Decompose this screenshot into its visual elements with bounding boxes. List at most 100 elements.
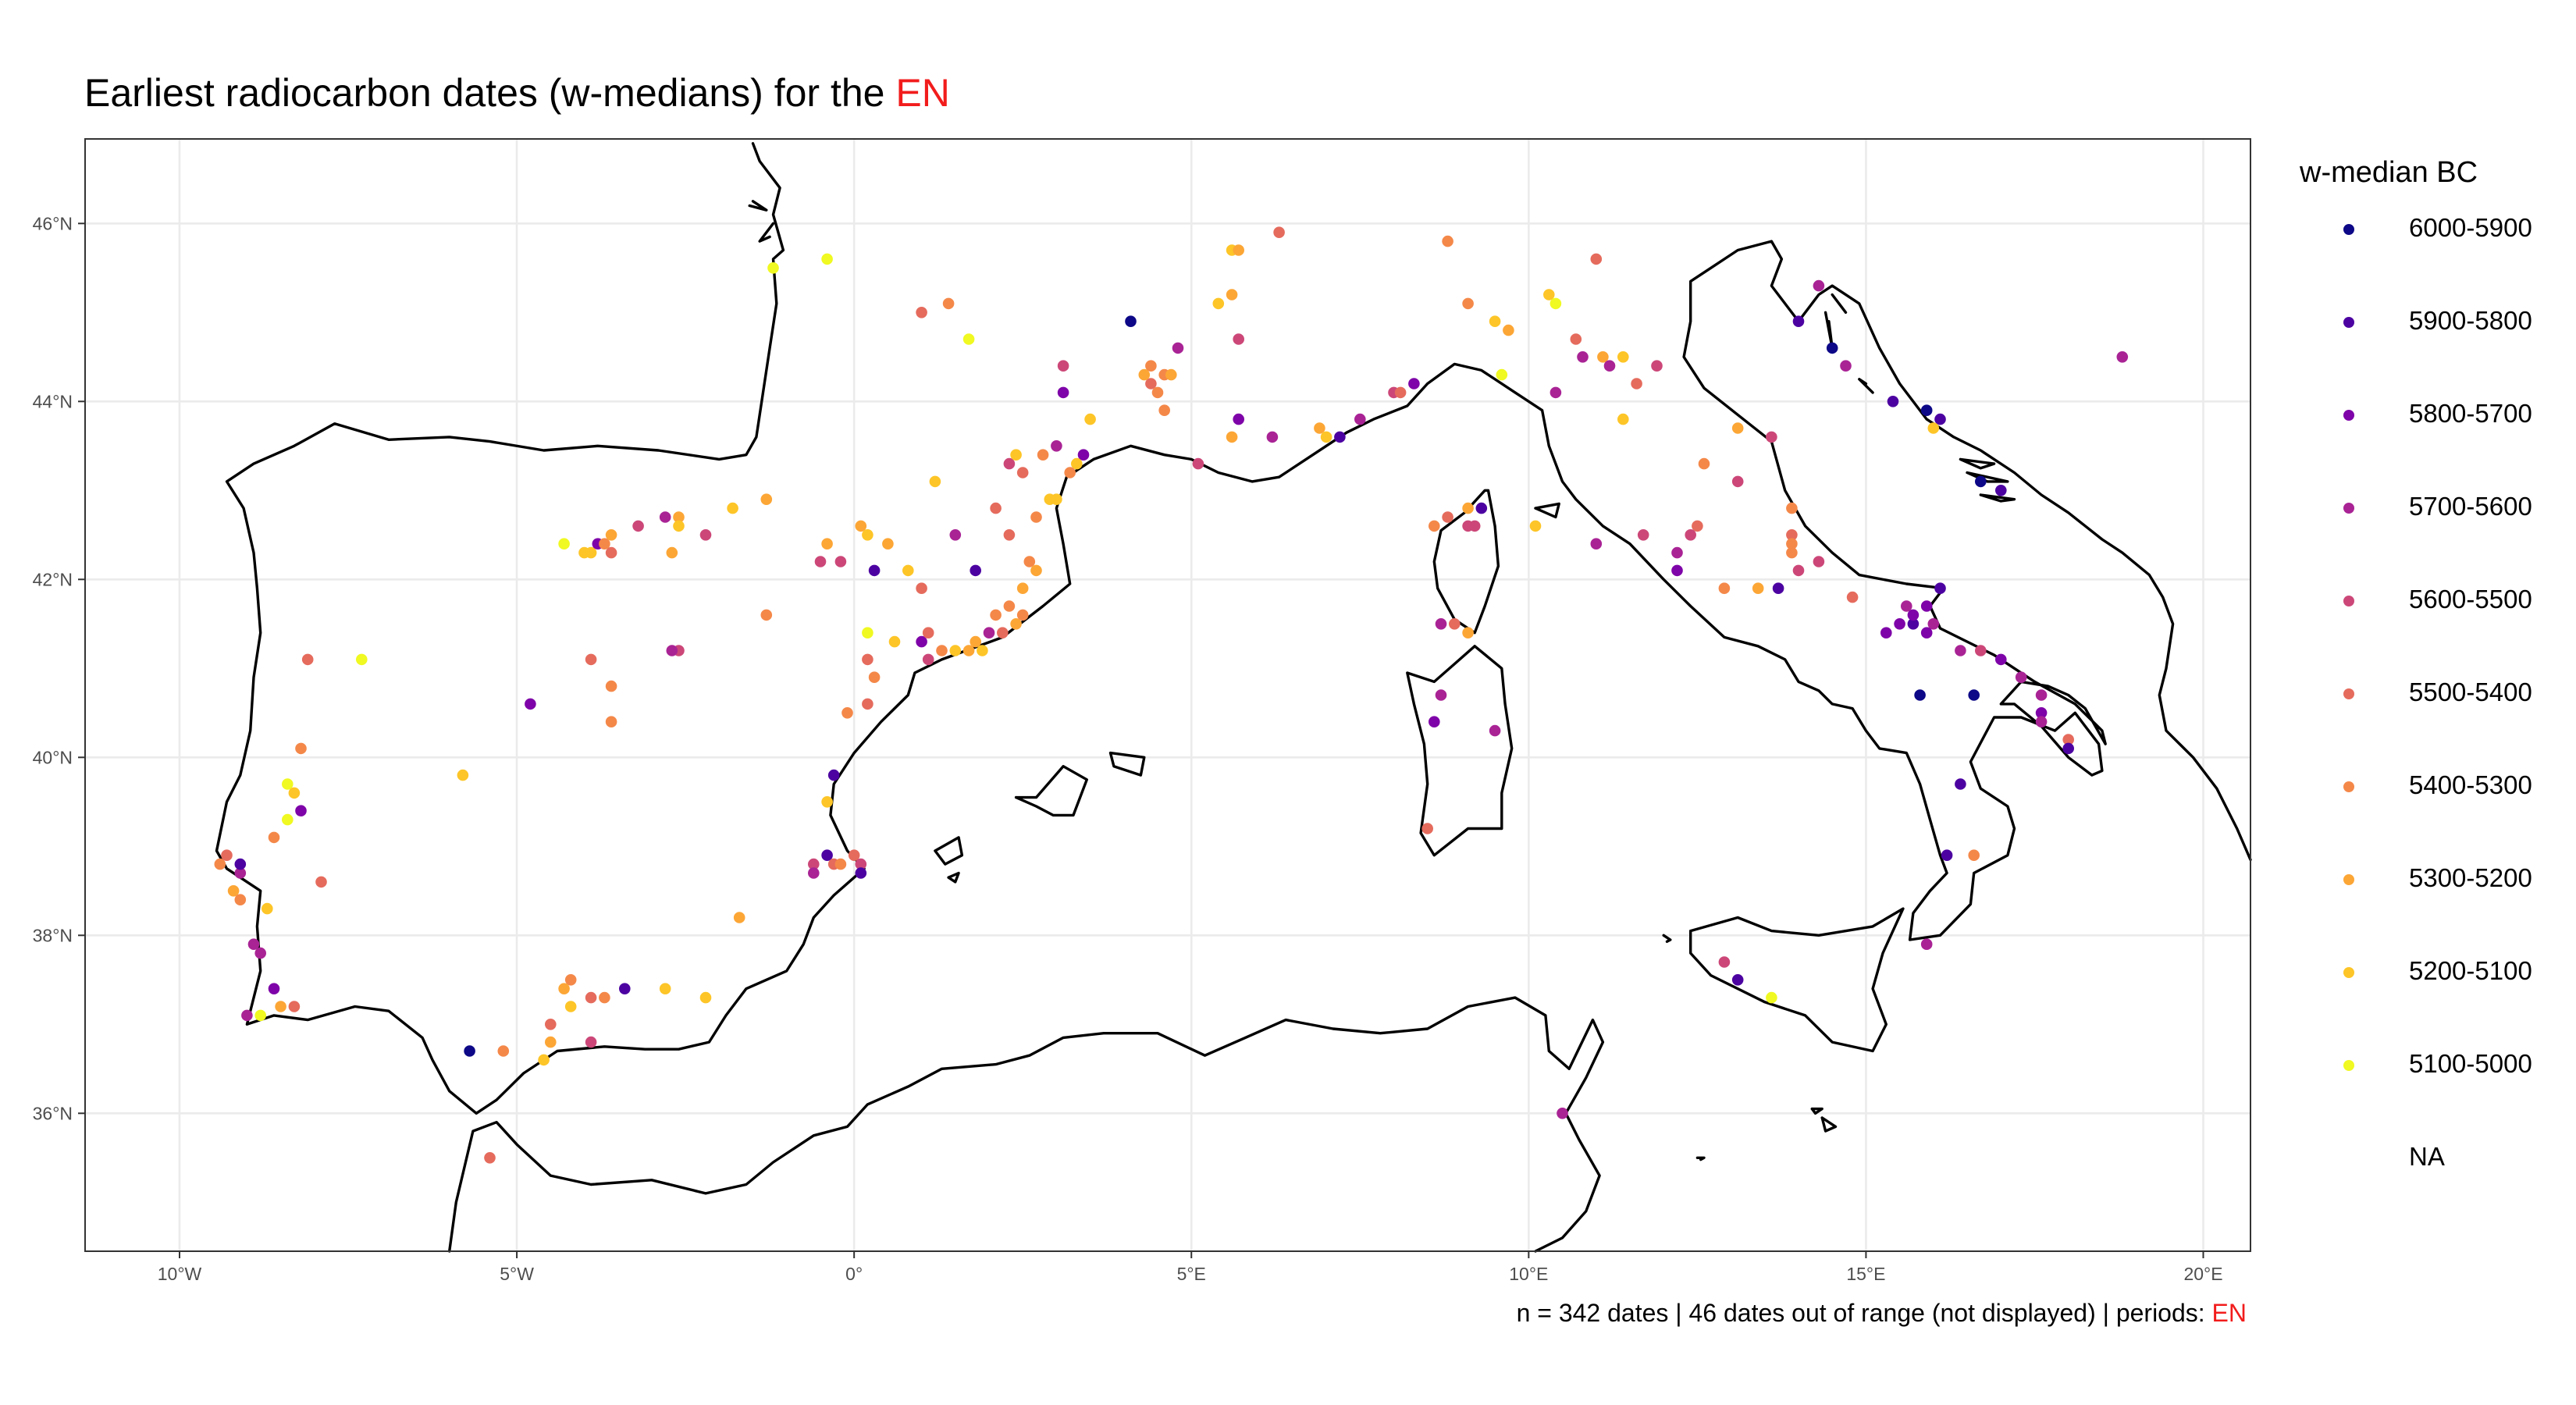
date-point [1503,324,1514,336]
date-point [282,813,294,826]
coast-malta [1820,1116,1838,1133]
date-point [605,680,617,692]
date-point [457,769,469,781]
date-point [268,983,280,994]
date-point [1010,618,1022,630]
date-point [1084,413,1096,425]
y-axis: 36°N 38°N 40°N 42°N 44°N 46°N [33,213,85,1123]
panel-border [84,138,2251,1252]
date-point [1631,378,1642,389]
date-point [545,1036,557,1048]
coast-formentera [947,871,960,884]
date-point [605,716,617,727]
date-point [1590,253,1603,265]
date-point [922,627,934,638]
date-point [1051,440,1062,452]
date-point [1489,724,1501,737]
date-point [605,529,617,541]
date-point [1651,360,1663,372]
date-point [970,635,981,648]
date-point [862,698,873,710]
y-tick-label: 40°N [33,747,73,767]
date-point [1968,849,1980,861]
date-point [1449,618,1461,630]
date-point [1051,493,1062,505]
date-point [916,635,927,648]
date-point [1003,457,1016,470]
coast-dalmatian-island [1858,378,1874,394]
date-point [295,805,307,816]
x-tick-label: 20°E [2183,1264,2222,1284]
date-point [834,858,847,870]
date-point [221,849,233,861]
date-point [599,991,610,1004]
date-point [1577,351,1589,363]
date-point [1077,449,1090,461]
date-point [262,902,273,915]
date-point [564,1001,577,1012]
date-point [1172,342,1184,354]
date-point [315,876,327,888]
date-point [1429,716,1440,727]
date-point [1057,386,1069,399]
coast-ibiza [934,836,964,866]
date-point [1955,778,1966,790]
date-point [1692,520,1703,532]
date-point [949,645,962,656]
x-axis: 10°W 5°W 0° 5°E 10°E 15°E 20°E [158,1251,2223,1284]
date-point [268,831,280,844]
date-point [1543,289,1555,301]
date-point [497,1045,510,1057]
date-point [234,894,247,905]
date-point [1901,600,1912,612]
legend-items: 6000-5900 5900-5800 5800-5700 5700-5600 5600… [2300,213,2532,1235]
date-point [247,938,260,950]
date-point [727,502,738,514]
date-point [659,511,671,523]
date-point [1030,511,1042,523]
date-point [1496,368,1508,381]
date-point [699,529,712,541]
date-point [1786,529,1798,541]
date-point [862,627,873,638]
x-tick-label: 5°E [1177,1264,1206,1284]
date-point [1125,315,1137,328]
legend-label: 6000-5900 [2409,213,2532,242]
date-point [970,564,981,577]
date-point [464,1045,475,1057]
date-point [841,707,853,719]
date-point [1766,431,1777,443]
date-point [1273,226,1285,239]
date-point [2062,734,2074,745]
date-point [733,912,745,923]
coast-africa [448,996,1605,1253]
date-point [525,698,536,710]
legend-key [2343,781,2354,792]
date-point [862,529,873,541]
y-tick-label: 36°N [33,1103,73,1123]
date-point [808,867,820,879]
date-point [1826,342,1838,354]
date-point [558,983,570,994]
date-point [484,1152,496,1164]
date-point [585,653,597,666]
date-point [1158,404,1170,416]
date-point [666,645,678,656]
date-point [1010,449,1022,461]
date-point [1813,556,1825,567]
date-point [1792,315,1805,328]
caption-text: n = 342 dates | 46 dates out of range (n… [1516,1299,2212,1327]
date-point [1792,564,1805,577]
date-point [1731,422,1744,434]
date-point [1927,618,1940,630]
legend-title: w-median BC [2300,156,2478,189]
date-point [1914,689,1926,701]
coast-korcula [1979,493,2016,503]
date-point [997,627,1009,638]
date-point [1421,823,1433,834]
date-point [808,858,820,870]
date-point [821,796,833,808]
date-point [2035,707,2048,719]
y-tick-label: 38°N [33,925,73,945]
date-point [1314,422,1325,434]
